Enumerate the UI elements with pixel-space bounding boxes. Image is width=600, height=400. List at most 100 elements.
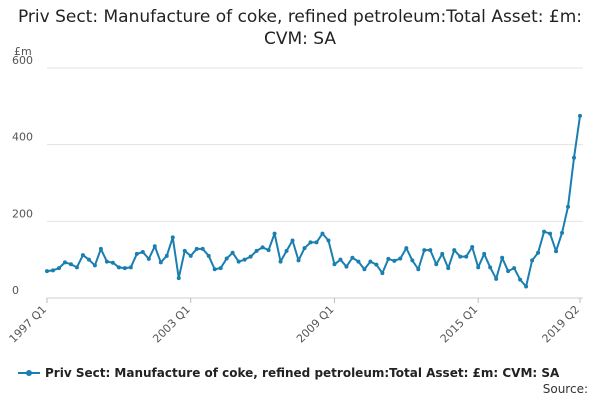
x-tick-label: 2019 Q2 bbox=[540, 303, 583, 346]
data-point bbox=[368, 259, 373, 264]
data-point bbox=[152, 244, 157, 249]
data-point bbox=[224, 256, 229, 261]
data-point bbox=[476, 265, 481, 270]
data-point bbox=[116, 265, 121, 270]
source-label: Source: bbox=[542, 382, 588, 396]
data-point bbox=[248, 254, 253, 259]
data-point bbox=[554, 249, 559, 254]
data-point bbox=[434, 262, 439, 267]
data-point bbox=[512, 266, 517, 271]
data-point bbox=[98, 246, 103, 251]
chart-title: Priv Sect: Manufacture of coke, refined … bbox=[17, 7, 583, 49]
data-point bbox=[410, 258, 415, 263]
data-point bbox=[338, 257, 343, 262]
data-point bbox=[428, 248, 433, 253]
data-point bbox=[536, 250, 541, 255]
data-point bbox=[506, 269, 511, 274]
data-point bbox=[80, 253, 85, 258]
data-point bbox=[482, 251, 487, 256]
data-point bbox=[266, 248, 271, 253]
data-point bbox=[470, 245, 475, 250]
data-point bbox=[494, 276, 499, 281]
data-point bbox=[548, 231, 553, 236]
legend-marker-dot bbox=[26, 370, 32, 376]
data-point bbox=[104, 259, 109, 264]
data-point bbox=[458, 254, 463, 259]
data-point bbox=[392, 258, 397, 263]
data-point bbox=[110, 260, 115, 265]
data-point bbox=[572, 155, 577, 160]
data-point bbox=[416, 267, 421, 272]
data-point bbox=[140, 250, 145, 254]
data-point bbox=[170, 235, 175, 240]
data-point bbox=[242, 257, 247, 262]
y-axis-ticks: 0 200 400 600 bbox=[12, 54, 33, 297]
data-point bbox=[542, 229, 547, 234]
data-point bbox=[308, 240, 313, 245]
data-point bbox=[452, 248, 457, 253]
data-point bbox=[488, 265, 493, 270]
data-point bbox=[230, 250, 235, 255]
data-point bbox=[446, 266, 451, 271]
data-point bbox=[284, 248, 289, 253]
data-point bbox=[560, 230, 565, 235]
data-point bbox=[302, 246, 307, 251]
data-point bbox=[206, 253, 211, 258]
series-line bbox=[46, 115, 581, 288]
data-point bbox=[260, 245, 265, 250]
data-point bbox=[398, 256, 403, 261]
data-point bbox=[290, 238, 295, 243]
data-point bbox=[326, 238, 331, 243]
data-point bbox=[518, 277, 523, 282]
x-tick-label: 1997 Q1 bbox=[7, 303, 50, 346]
data-point bbox=[128, 265, 133, 270]
data-point bbox=[314, 240, 319, 245]
data-point bbox=[440, 251, 445, 256]
y-tick-label: 0 bbox=[12, 284, 19, 297]
data-point bbox=[530, 258, 535, 263]
data-point bbox=[386, 256, 391, 261]
data-point bbox=[218, 266, 223, 271]
y-tick-label: 600 bbox=[12, 54, 33, 67]
x-axis: 1997 Q1 2003 Q1 2009 Q1 2015 Q1 2019 Q2 bbox=[7, 298, 583, 346]
data-point bbox=[356, 259, 361, 264]
data-point bbox=[344, 264, 349, 269]
data-point bbox=[134, 251, 139, 256]
data-point bbox=[578, 113, 582, 118]
data-point bbox=[50, 268, 55, 273]
y-tick-label: 400 bbox=[12, 131, 33, 144]
data-point bbox=[74, 265, 79, 270]
y-tick-label: 200 bbox=[12, 207, 33, 220]
data-point bbox=[188, 253, 193, 258]
data-point bbox=[92, 263, 97, 268]
data-point bbox=[566, 204, 571, 209]
x-tick-label: 2003 Q1 bbox=[150, 303, 193, 346]
data-point bbox=[68, 262, 73, 267]
series-group bbox=[45, 113, 582, 289]
data-point bbox=[176, 276, 181, 281]
data-point bbox=[374, 262, 379, 267]
data-point bbox=[194, 246, 199, 251]
data-point bbox=[164, 253, 169, 258]
data-point bbox=[56, 266, 61, 271]
gridlines bbox=[47, 67, 583, 299]
data-point bbox=[278, 259, 283, 264]
data-point bbox=[524, 284, 529, 289]
data-point bbox=[362, 267, 367, 272]
legend[interactable]: Priv Sect: Manufacture of coke, refined … bbox=[18, 366, 559, 380]
data-point bbox=[332, 262, 337, 267]
data-point bbox=[122, 266, 127, 271]
data-point bbox=[212, 267, 217, 272]
data-point bbox=[320, 231, 325, 236]
data-point bbox=[45, 269, 49, 274]
data-point bbox=[254, 248, 259, 253]
data-point bbox=[404, 246, 409, 251]
data-point bbox=[158, 260, 163, 265]
data-point bbox=[500, 255, 505, 260]
legend-line-icon bbox=[18, 368, 40, 378]
data-point bbox=[182, 248, 187, 253]
data-point bbox=[350, 255, 355, 260]
data-point bbox=[296, 258, 301, 263]
data-point bbox=[146, 256, 151, 261]
